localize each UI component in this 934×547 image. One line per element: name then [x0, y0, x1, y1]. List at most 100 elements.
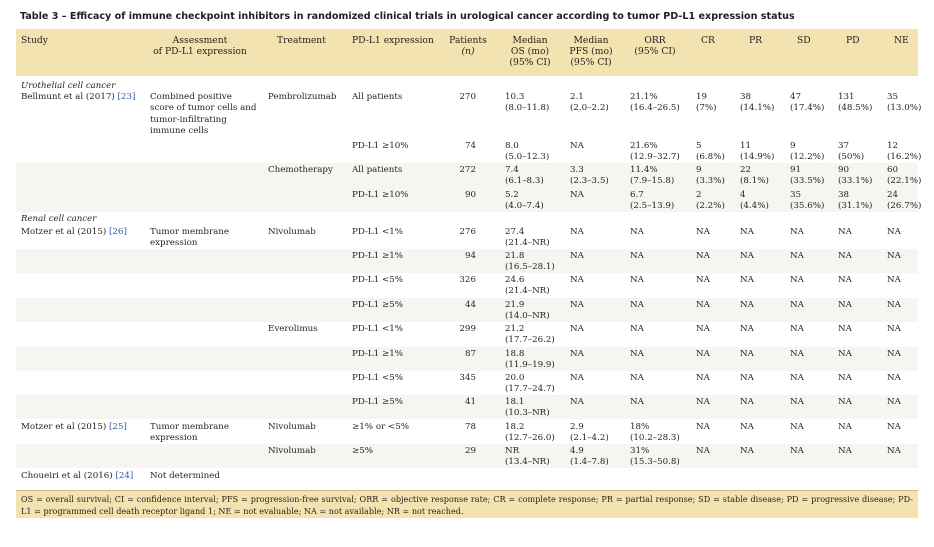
- header-ne: NE: [894, 35, 909, 46]
- cell-line: NA: [790, 227, 804, 237]
- cell-line: 19: [696, 92, 708, 102]
- cell-line: (16.2%): [887, 152, 922, 163]
- cell-line: (1.4–7.8): [570, 457, 609, 468]
- cell-cr: NA: [696, 397, 710, 408]
- cell-line: NA: [696, 397, 710, 407]
- cell-line: 38: [838, 190, 850, 200]
- cell-pd: NA: [838, 300, 852, 311]
- cell-line: NA: [887, 422, 901, 432]
- cell-orr: 31% (15.3–50.8): [630, 446, 680, 469]
- cell-orr: NA: [630, 300, 644, 311]
- cell-line: 9: [696, 165, 702, 175]
- header-pdl1: PD-L1 expression: [352, 35, 434, 46]
- reference-link[interactable]: [26]: [109, 227, 127, 237]
- cell-line: 131: [838, 92, 855, 102]
- cell-line: immune cells: [150, 125, 209, 136]
- cell-sd: 35 (35.6%): [790, 190, 824, 213]
- cell-line: NA: [790, 300, 804, 310]
- cell-pdl1: PD-L1 ≥10%: [352, 141, 409, 151]
- cell-pd: NA: [838, 349, 852, 360]
- cell-patients: 299: [459, 324, 476, 334]
- cell-assessment: Combined positive score of tumor cells an…: [150, 92, 256, 137]
- header-sd: SD: [797, 35, 811, 46]
- cell-line: (17.4%): [790, 103, 825, 114]
- cell-line: score of tumor cells and: [150, 103, 257, 114]
- cell-patients: 272: [459, 165, 476, 175]
- cell-cr: NA: [696, 446, 710, 457]
- cell-line: NA: [696, 227, 710, 237]
- cell-orr: 21.1% (16.4–26.5): [630, 92, 680, 115]
- cell-line: (48.5%): [838, 103, 873, 114]
- cell-ne: NA: [887, 251, 901, 262]
- cell-line: (2.3–3.5): [570, 176, 609, 187]
- study-name: Motzer et al (2015): [21, 227, 107, 237]
- cell-line: (7%): [696, 103, 717, 114]
- cell-os: 18.1 (10.3–NR): [505, 397, 550, 420]
- cell-line: NA: [740, 349, 754, 359]
- cell-line: 3.3: [570, 165, 584, 175]
- cell-treatment: Nivolumab: [268, 227, 316, 237]
- cell-line: 27.4: [505, 227, 525, 237]
- cell-pdl1: PD-L1 ≥1%: [352, 349, 404, 359]
- header-pr: PR: [749, 35, 763, 46]
- cell-line: 11: [740, 141, 752, 151]
- cell-line: Combined positive: [150, 92, 232, 102]
- cell-ne: NA: [887, 397, 901, 408]
- cell-ne: NA: [887, 446, 901, 457]
- cell-treatment: Everolimus: [268, 324, 318, 334]
- cell-line: 18.1: [505, 397, 525, 407]
- cell-pdl1: ≥1% or <5%: [352, 422, 410, 432]
- cell-os: 21.2 (17.7–26.2): [505, 324, 555, 347]
- cell-cr: NA: [696, 422, 710, 433]
- cell-sd: NA: [790, 373, 804, 384]
- cell-patients: 78: [464, 422, 476, 432]
- cell-line: NA: [790, 251, 804, 261]
- cell-line: NA: [887, 227, 901, 237]
- cell-pd: 90 (33.1%): [838, 165, 872, 188]
- cell-line: (2.2%): [696, 201, 725, 212]
- row-shading: [16, 298, 918, 322]
- cell-line: NA: [570, 227, 584, 237]
- row-shading: [16, 444, 918, 468]
- cell-pd: NA: [838, 324, 852, 335]
- cell-pr: NA: [740, 324, 754, 335]
- cell-line: (21.4–NR): [505, 238, 550, 249]
- cell-line: 20.0: [505, 373, 525, 383]
- cell-line: NA: [570, 275, 584, 285]
- cell-treatment: Nivolumab: [268, 446, 316, 456]
- cell-line: NA: [570, 141, 584, 151]
- cell-sd: 91 (33.5%): [790, 165, 824, 188]
- cell-patients: 276: [459, 227, 476, 237]
- cell-line: (13.4–NR): [505, 457, 550, 468]
- cell-pr: NA: [740, 275, 754, 286]
- cell-line: 7.4: [505, 165, 519, 175]
- cell-line: (17.7–24.7): [505, 384, 555, 395]
- cell-sd: NA: [790, 397, 804, 408]
- cell-line: (6.8%): [696, 152, 725, 163]
- cell-orr: NA: [630, 227, 644, 238]
- cell-line: NA: [838, 227, 852, 237]
- cell-line: 11.4%: [630, 165, 658, 175]
- cell-line: (17.7–26.2): [505, 335, 555, 346]
- cell-os: 10.3 (8.0–11.8): [505, 92, 549, 115]
- cell-pd: NA: [838, 227, 852, 238]
- reference-link[interactable]: [24]: [115, 471, 134, 481]
- cell-line: 37: [838, 141, 850, 151]
- cell-orr: NA: [630, 251, 644, 262]
- cell-ne: 24 (26.7%): [887, 190, 921, 213]
- cell-pdl1: PD-L1 <1%: [352, 324, 404, 334]
- cell-line: 2.1: [570, 92, 584, 102]
- cell-line: (16.5–28.1): [505, 262, 555, 273]
- cell-line: 10.3: [505, 92, 525, 102]
- cell-line: NA: [838, 349, 852, 359]
- cell-line: 24: [887, 190, 899, 200]
- cell-line: 38: [740, 92, 752, 102]
- cell-patients: 44: [464, 300, 476, 310]
- cell-line: 21.8: [505, 251, 525, 261]
- cell-pfs: NA: [570, 141, 584, 152]
- cell-line: Tumor membrane: [150, 227, 230, 237]
- reference-link[interactable]: [23]: [117, 92, 136, 102]
- cell-line: Not determined: [150, 471, 220, 481]
- reference-link[interactable]: [25]: [109, 422, 127, 432]
- cell-line: NA: [887, 251, 901, 261]
